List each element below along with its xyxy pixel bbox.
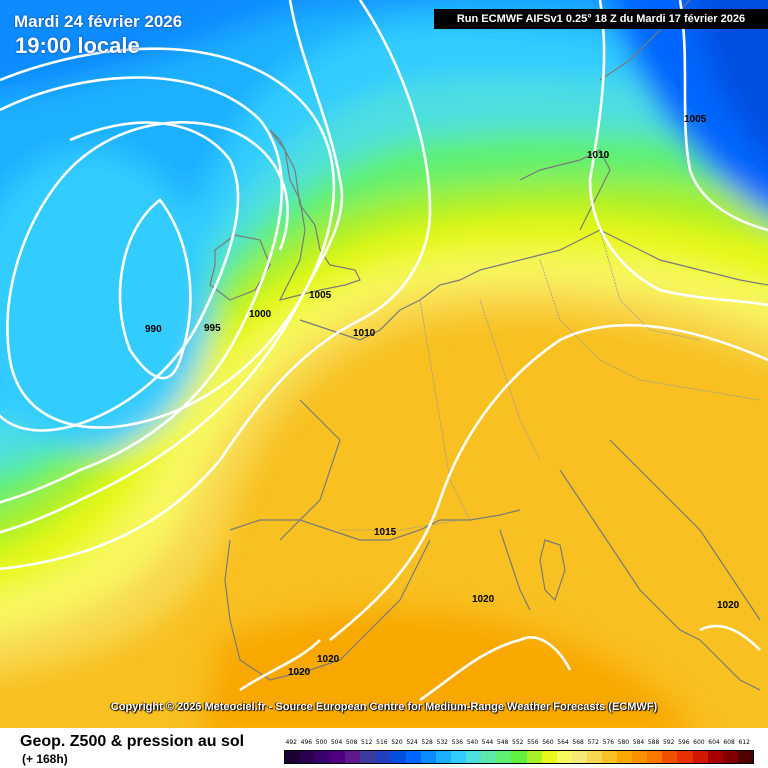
color-scale-label: 576 [602, 739, 615, 746]
color-scale-bar [284, 750, 754, 764]
forecast-date: Mardi 24 février 2026 [14, 12, 183, 31]
isobar-labels: 990 995 1000 1005 1010 1005 1010 1015 10… [145, 114, 740, 678]
color-scale-cell [722, 751, 738, 763]
isobar-label: 1005 [309, 290, 332, 301]
country-borders [340, 229, 761, 531]
color-scale-cell [707, 751, 723, 763]
color-scale-cell [632, 751, 648, 763]
color-scale-label: 608 [723, 739, 735, 746]
color-scale-cell [466, 751, 482, 763]
color-scale-label: 580 [617, 739, 630, 746]
color-scale-cell [692, 751, 708, 763]
color-scale-label: 548 [496, 739, 509, 746]
color-scale-labels: 492 496 500 504 508 512 516 520 524 528 532 536 540 5… [284, 739, 752, 747]
color-scale-cell [526, 751, 542, 763]
color-scale-label: 584 [632, 739, 645, 746]
isobar-label: 995 [204, 323, 221, 334]
color-scale-cell [662, 751, 678, 763]
model-run-info: Run ECMWF AIFSv1 0.25° 18 Z du Mardi 17 … [434, 9, 768, 29]
coastlines [209, 0, 768, 691]
color-scale-cell [285, 751, 301, 763]
color-scale-label: 508 [345, 739, 358, 746]
color-scale-label: 572 [587, 739, 599, 746]
color-scale-cell [571, 751, 587, 763]
color-scale-label: 496 [300, 739, 313, 746]
isobar-label: 1020 [317, 654, 340, 665]
isobar-label: 1020 [472, 594, 495, 605]
color-scale-cell [315, 751, 331, 763]
color-scale-cell [330, 751, 346, 763]
color-scale-cell [300, 751, 316, 763]
isobar-label: 1005 [684, 114, 707, 125]
color-scale-cell [677, 751, 693, 763]
color-scale-label: 596 [678, 739, 690, 746]
color-scale-cell [451, 751, 467, 763]
color-scale-label: 612 [738, 739, 750, 746]
color-scale-label: 540 [466, 739, 479, 746]
color-scale-label: 512 [361, 739, 373, 746]
isobar-label: 1010 [587, 150, 610, 161]
color-scale-label: 520 [391, 739, 403, 746]
color-scale-cell [511, 751, 527, 763]
color-scale-label: 568 [572, 739, 584, 746]
color-scale-cell [390, 751, 406, 763]
color-scale-label: 532 [436, 739, 448, 746]
color-scale-label: 536 [451, 739, 464, 746]
isobars [0, 0, 768, 702]
isobar-label: 1000 [249, 309, 272, 320]
color-scale-cell [556, 751, 572, 763]
color-scale-label: 560 [542, 739, 554, 746]
forecast-lead-time: (+ 168h) [22, 752, 68, 766]
color-scale-cell [496, 751, 512, 763]
color-scale-label: 552 [512, 739, 524, 746]
color-scale-label: 516 [376, 739, 388, 746]
color-scale-cell [617, 751, 633, 763]
forecast-local-time: 19:00 locale [15, 33, 140, 58]
color-scale-label: 604 [708, 739, 720, 746]
color-scale-label: 492 [285, 739, 297, 746]
map-title: Geop. Z500 & pression au sol [20, 733, 245, 750]
color-scale-label: 524 [406, 739, 418, 746]
copyright-notice: Copyright © 2026 Meteociel.fr - Source E… [110, 701, 658, 713]
isobar-label: 1020 [717, 600, 740, 611]
geopotential-color-field [0, 0, 768, 728]
color-scale-label: 600 [693, 739, 705, 746]
color-scale-label: 556 [527, 739, 539, 746]
color-scale-cell [360, 751, 376, 763]
color-scale-label: 592 [662, 739, 675, 746]
isobar-label: 1020 [288, 667, 311, 678]
color-scale-label: 564 [557, 739, 569, 746]
isobar-label: 1010 [353, 328, 376, 339]
color-scale-cell [647, 751, 663, 763]
color-scale-cell [405, 751, 421, 763]
isobar-label: 1015 [374, 527, 397, 538]
color-scale-cell [481, 751, 497, 763]
color-scale-label: 500 [315, 739, 328, 746]
color-scale-label: 544 [481, 739, 494, 746]
color-scale-cell [375, 751, 391, 763]
color-scale-cell [737, 751, 753, 763]
color-scale-label: 588 [647, 739, 660, 746]
color-scale-cell [420, 751, 436, 763]
color-scale-cell [345, 751, 361, 763]
color-scale-label: 504 [330, 739, 343, 746]
color-scale-cell [541, 751, 557, 763]
color-scale-cell [435, 751, 452, 763]
isobar-label: 990 [145, 324, 162, 335]
color-scale-cell [601, 751, 618, 763]
weather-map: 990 995 1000 1005 1010 1005 1010 1015 10… [0, 0, 768, 728]
color-scale-label: 528 [421, 739, 433, 746]
pressure-geopotential-map: 990 995 1000 1005 1010 1005 1010 1015 10… [0, 0, 768, 728]
color-scale-cell [586, 751, 602, 763]
